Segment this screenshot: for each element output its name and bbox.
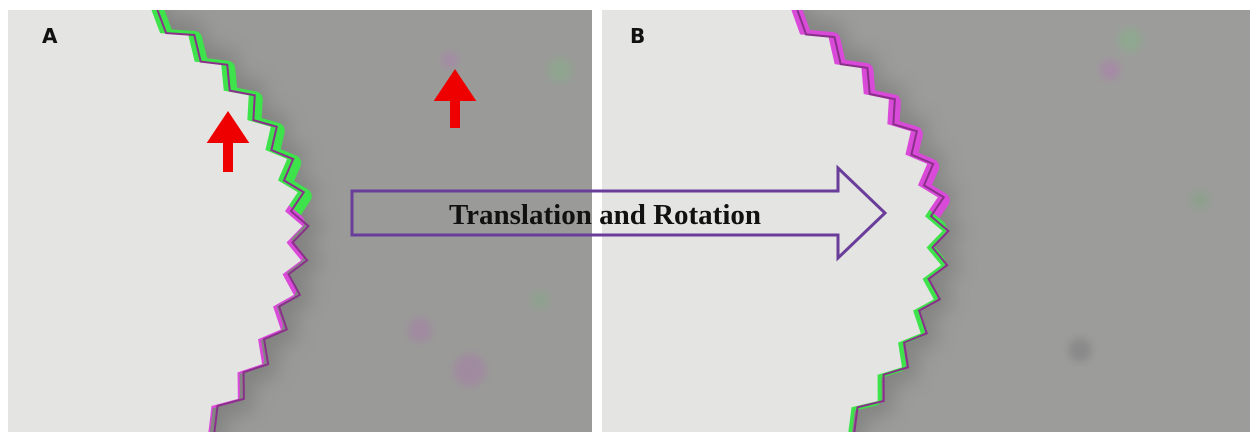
panel-label: A <box>42 24 58 48</box>
figure: A B Translation and Rotation <box>0 0 1250 432</box>
arrow-label: Translation and Rotation <box>449 199 761 231</box>
panel-label: B <box>630 24 645 48</box>
